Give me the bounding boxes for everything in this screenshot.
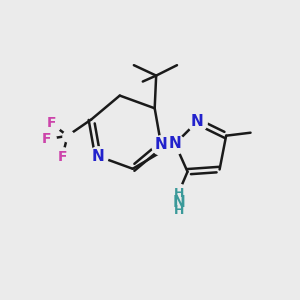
Text: F: F	[46, 116, 56, 130]
Text: N: N	[172, 194, 185, 209]
Text: N: N	[92, 148, 104, 164]
Text: F: F	[57, 150, 67, 164]
Text: H: H	[173, 204, 184, 218]
Text: N: N	[191, 114, 204, 129]
Text: N: N	[169, 136, 182, 151]
Text: F: F	[41, 132, 51, 146]
Text: H: H	[173, 187, 184, 200]
Text: N: N	[155, 137, 167, 152]
